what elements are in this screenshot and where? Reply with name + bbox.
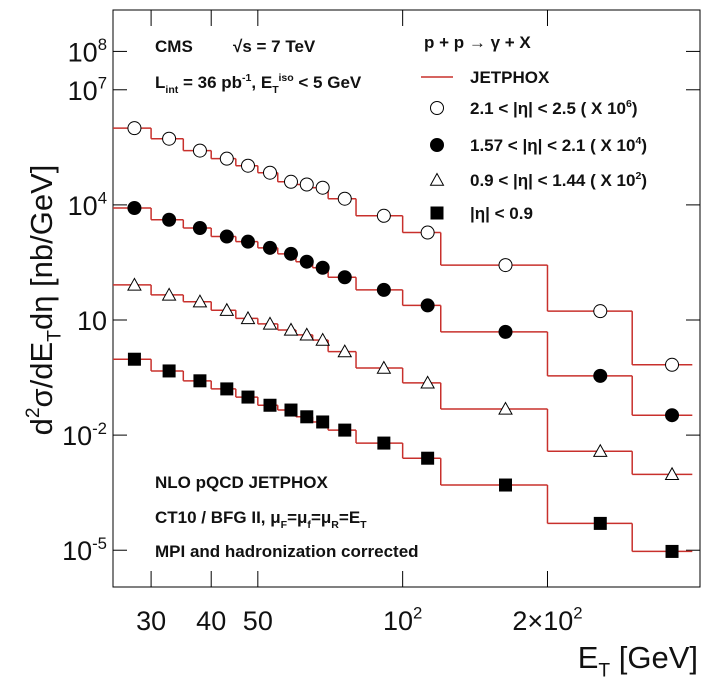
data-point [315,180,330,195]
data-point [161,287,177,301]
annotation: NLO pQCD JETPHOX [155,473,329,492]
data-point [337,191,352,206]
data-point [315,260,330,275]
data-point [593,516,607,530]
data-point [220,382,234,396]
data-point [284,403,298,417]
x-tick-label: 2×102 [512,604,582,636]
data-point [127,121,142,136]
annotation: Lint = 36 pb-1, ETiso < 5 GeV [155,72,362,96]
data-point [499,478,513,492]
data-point [592,443,608,457]
data-point [337,344,353,358]
annotation: CT10 / BFG II, μF=μf=μR=ET [155,508,367,531]
x-tick-label: 30 [136,606,166,636]
legend-label: 2.1 < |η| < 2.5 ( X 106) [470,98,638,118]
data-point [421,451,435,465]
data-point [665,357,680,372]
y-tick-label: 108 [68,35,107,67]
y-tick-label: 104 [68,189,107,221]
legend-label: |η| < 0.9 [470,204,533,223]
annotation: CMS [155,37,193,56]
x-axis-label: ET [GeV] [578,640,698,682]
data-point [420,298,435,313]
data-point [316,415,330,429]
legend-label: JETPHOX [470,68,550,87]
data-point [315,332,331,346]
plot-frame [112,9,701,588]
data-point [127,352,141,366]
legend-marker [429,172,445,186]
data-point [241,390,255,404]
y-tick-label: 107 [68,73,107,105]
data-point [219,151,234,166]
y-tick-label: 10 [77,306,107,336]
data-point [593,368,608,383]
legend-label: 1.57 < |η| < 2.1 ( X 104) [470,135,647,155]
data-point [376,282,391,297]
data-point [263,398,277,412]
y-tick-label: 10-2 [62,419,107,451]
legend-marker [430,101,444,115]
data-point [593,304,608,319]
data-point [283,246,298,261]
data-point [283,174,298,189]
data-point [299,327,315,341]
data-point [283,322,299,336]
data-point [262,316,278,330]
data-point [377,436,391,450]
x-tick-label: 102 [383,604,422,636]
data-point [192,220,207,235]
data-point [263,165,278,180]
data-point [162,364,176,378]
data-point [299,254,314,269]
data-point [127,200,142,215]
data-point [240,310,256,325]
data-point [376,208,391,223]
annotation: √s = 7 TeV [233,37,316,56]
data-point [498,401,513,415]
data-point [127,277,142,291]
data-point [162,212,177,227]
data-point [300,410,314,424]
y-tick-label: 10-5 [62,534,107,566]
legend-marker [430,138,444,152]
data-point [193,374,207,388]
y-axis-label: d2σ/dETdη [nb/GeV] [23,165,66,436]
legend-marker [430,206,444,220]
data-point [338,423,352,437]
legend-label: 0.9 < |η| < 1.44 ( X 102) [470,170,647,190]
data-point [219,229,234,244]
data-point [263,240,278,255]
data-point [664,466,680,481]
data-point [192,143,207,158]
data-point [162,131,177,146]
data-point [299,177,314,192]
data-point [420,375,435,389]
data-point [665,408,680,423]
data-point [192,294,208,308]
data-point [665,544,679,558]
data-point [240,158,255,173]
data-point [240,234,255,249]
data-point [420,225,435,240]
x-tick-label: 50 [243,606,273,636]
data-point [219,302,235,316]
data-point [498,258,513,273]
data-point [337,270,352,285]
data-point [498,324,513,339]
data-point [376,360,392,374]
legend-title: p + p → γ + X [424,33,531,52]
x-tick-label: 40 [196,606,226,636]
annotation: MPI and hadronization corrected [155,542,419,561]
